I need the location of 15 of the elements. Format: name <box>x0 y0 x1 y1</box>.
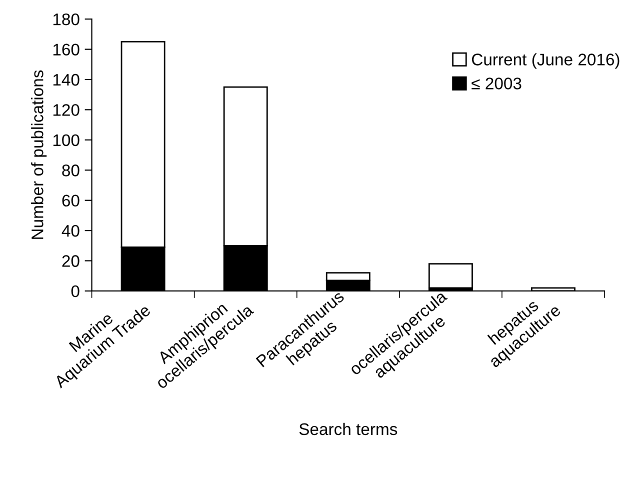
y-tick-label: 0 <box>71 285 80 298</box>
y-axis-title: Number of publications <box>31 70 47 239</box>
y-tick-label: 60 <box>62 194 80 207</box>
y-tick-label: 160 <box>53 44 80 56</box>
legend-label: Current (June 2016) <box>472 53 620 69</box>
y-tick-label: 40 <box>62 224 80 237</box>
y-tick-label: 120 <box>53 104 80 116</box>
y-tick-label: 100 <box>53 134 80 146</box>
y-tick-label: 80 <box>62 164 80 176</box>
y-tick-label: 140 <box>53 74 80 86</box>
legend-label: ≤ 2003 <box>472 78 522 90</box>
y-tick-label: 20 <box>62 255 80 267</box>
x-axis-title: Search terms <box>299 422 398 436</box>
y-tick-label: 180 <box>53 13 80 26</box>
bar <box>428 263 473 289</box>
